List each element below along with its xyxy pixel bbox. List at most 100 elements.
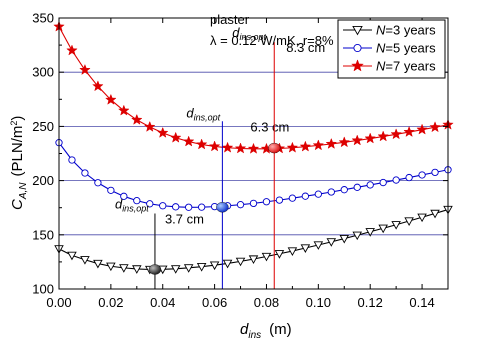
series-2-point-23 — [351, 134, 364, 146]
series-1-point-18 — [288, 194, 297, 202]
y-axis-title-unit: (PLN/m — [9, 126, 26, 177]
optimum-marker-0 — [148, 264, 162, 275]
legend-label-0: N=3 years — [376, 23, 436, 38]
series-2-point-6 — [130, 113, 143, 125]
optimum-value-2: 8.3 cm — [286, 40, 325, 55]
optimum-label-2: dins,opt — [232, 25, 266, 42]
series-0-point-5 — [119, 264, 129, 273]
series-1-point-8 — [159, 202, 167, 210]
y-axis-title-sup: 2 — [9, 121, 19, 126]
series-2-point-8 — [156, 126, 169, 138]
series-1-point-11 — [197, 203, 206, 211]
series-2-point-29 — [429, 121, 441, 133]
series-1-point-22 — [340, 186, 348, 194]
series-2-point-25 — [377, 130, 389, 142]
series-2-point-4 — [105, 93, 117, 105]
y-axis-title-sub: A,N — [18, 182, 29, 200]
optimum-value-1: 6.3 cm — [250, 119, 289, 134]
y-axis-title-close: ) — [9, 116, 26, 121]
x-tick-label-2: 0.04 — [150, 295, 175, 310]
series-0-point-9 — [170, 265, 181, 274]
series-1-point-2 — [81, 169, 89, 177]
series-1-point-21 — [327, 188, 335, 196]
y-tick-label-4: 300 — [32, 65, 54, 80]
series-0-point-3 — [93, 259, 103, 269]
series-0-point-10 — [183, 264, 194, 273]
series-2-point-27 — [403, 125, 415, 137]
series-0-point-28 — [417, 213, 427, 223]
series-2-point-15 — [247, 142, 260, 154]
series-2-point-7 — [143, 120, 156, 132]
x-tick-label-4: 0.08 — [254, 295, 279, 310]
legend-label-var-2: N — [376, 59, 386, 74]
series-0-point-2 — [80, 256, 90, 265]
series-0-point-26 — [391, 221, 401, 230]
material-label: plaster — [210, 12, 250, 27]
series-1-point-1 — [68, 156, 76, 164]
series-1-point-29 — [431, 168, 439, 177]
series-2-point-20 — [312, 139, 325, 151]
series-0-point-29 — [430, 209, 440, 219]
series-1-point-27 — [405, 173, 413, 182]
series-0-point-22 — [339, 234, 350, 244]
optimum-label-var-2: d — [232, 25, 240, 40]
y-tick-label-0: 100 — [32, 282, 54, 297]
series-1-point-24 — [366, 181, 374, 189]
x-axis-title-main: d — [240, 321, 249, 338]
series-1-point-26 — [392, 176, 400, 184]
series-0-point-12 — [209, 261, 220, 271]
series-2-point-12 — [208, 140, 221, 152]
legend-label-rest-1: =5 years — [385, 41, 436, 56]
legend-label-var-0: N — [376, 23, 386, 38]
optimum-label-sub-2: ins,opt — [239, 32, 266, 42]
series-0-point-20 — [313, 241, 324, 250]
optimum-label-sub-0: ins,opt — [122, 203, 149, 213]
series-2-point-19 — [299, 140, 312, 152]
series-2-point-13 — [221, 141, 234, 153]
y-axis-title-main: C — [9, 199, 26, 210]
x-tick-label-6: 0.12 — [358, 295, 383, 310]
legend-label-rest-2: =7 years — [385, 59, 436, 74]
legend-marker-0 — [352, 25, 363, 36]
series-1-point-17 — [275, 196, 284, 204]
series-2-point-28 — [416, 123, 428, 135]
series-1-point-14 — [236, 201, 245, 209]
series-2-point-18 — [286, 141, 299, 153]
optimum-marker-1 — [216, 202, 229, 213]
x-tick-label-0: 0.00 — [46, 295, 71, 310]
y-tick-label-5: 350 — [32, 11, 54, 26]
series-2-point-1 — [66, 44, 78, 56]
x-tick-label-5: 0.10 — [306, 295, 331, 310]
series-2-point-14 — [234, 142, 247, 154]
series-1-point-19 — [301, 192, 310, 200]
optimum-value-0: 3.7 cm — [165, 211, 204, 226]
series-0-point-11 — [196, 263, 207, 272]
y-axis-title: CA,N (PLN/m2) — [9, 116, 29, 210]
series-1-point-15 — [249, 199, 258, 208]
series-0-point-16 — [261, 252, 272, 262]
series-2-point-24 — [364, 132, 377, 144]
series-2-point-21 — [325, 137, 338, 149]
optimum-marker-2 — [268, 142, 281, 154]
series-0-point-17 — [274, 250, 285, 259]
legend-label-1: N=5 years — [376, 41, 436, 56]
series-0-point-23 — [352, 231, 362, 241]
legend-label-2: N=7 years — [376, 59, 436, 74]
series-1-point-20 — [314, 190, 322, 198]
optimum-label-var-0: d — [115, 196, 123, 211]
legend-label-rest-0: =3 years — [385, 23, 436, 38]
params-label: λ = 0.12 W/mK, r=8% — [210, 33, 334, 48]
series-0-point-4 — [106, 262, 116, 272]
series-2-point-22 — [338, 136, 351, 148]
series-2-point-2 — [79, 63, 91, 75]
y-tick-label-2: 200 — [32, 173, 54, 188]
series-2-point-9 — [169, 131, 182, 143]
series-0-point-25 — [378, 224, 388, 234]
series-1-point-28 — [418, 171, 426, 179]
optimum-label-0: dins,opt — [115, 196, 149, 213]
series-1-point-4 — [107, 186, 115, 195]
optimum-label-var-1: d — [186, 105, 194, 120]
x-axis-title: dins (m) — [240, 321, 292, 341]
